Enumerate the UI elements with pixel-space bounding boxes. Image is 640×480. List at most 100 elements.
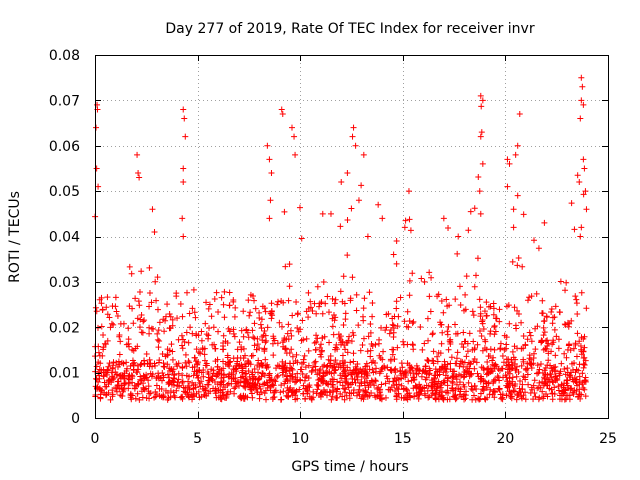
data-point <box>504 378 511 385</box>
data-point <box>349 133 356 140</box>
data-point <box>393 260 400 267</box>
data-point <box>235 378 242 385</box>
data-point <box>410 318 417 325</box>
data-point <box>477 210 484 217</box>
data-point <box>478 376 485 383</box>
data-point <box>348 338 355 345</box>
data-point <box>580 191 587 198</box>
data-point <box>434 358 441 365</box>
data-point <box>261 305 268 312</box>
data-point <box>192 314 199 321</box>
data-point <box>149 206 156 213</box>
data-point <box>477 375 484 382</box>
data-point <box>187 324 194 331</box>
data-point <box>123 341 130 348</box>
data-point <box>549 396 556 403</box>
data-point <box>260 370 267 377</box>
data-point <box>583 206 590 213</box>
data-point <box>439 392 446 399</box>
data-point <box>319 310 326 317</box>
data-point <box>152 278 159 285</box>
data-point <box>491 323 498 330</box>
data-point <box>465 379 472 386</box>
data-point <box>457 386 464 393</box>
data-point <box>486 303 493 310</box>
data-point <box>407 370 414 377</box>
data-point <box>99 307 106 314</box>
data-point <box>264 142 271 149</box>
x-tick-label: 15 <box>394 431 412 447</box>
data-point <box>220 386 227 393</box>
data-point <box>279 358 286 365</box>
data-point <box>477 328 484 335</box>
data-point <box>580 348 587 355</box>
data-point <box>314 283 321 290</box>
data-point <box>297 326 304 333</box>
data-point <box>262 387 269 394</box>
data-point <box>516 378 523 385</box>
data-point <box>398 360 405 367</box>
data-point <box>372 341 379 348</box>
data-point <box>313 310 320 317</box>
data-point <box>256 309 263 316</box>
data-point <box>214 381 221 388</box>
data-point <box>149 363 156 370</box>
data-point <box>277 389 284 396</box>
data-point <box>331 300 338 307</box>
data-point <box>340 273 347 280</box>
data-point <box>299 317 306 324</box>
data-point <box>367 353 374 360</box>
data-point <box>198 328 205 335</box>
data-point <box>134 390 141 397</box>
data-point <box>106 377 113 384</box>
data-point <box>511 304 518 311</box>
data-point <box>96 296 103 303</box>
data-point <box>267 197 274 204</box>
data-point <box>170 378 177 385</box>
data-point <box>262 362 269 369</box>
data-point <box>368 341 375 348</box>
data-point <box>503 382 510 389</box>
data-point <box>318 348 325 355</box>
data-point <box>246 312 253 319</box>
data-point <box>226 289 233 296</box>
data-point <box>338 339 345 346</box>
data-point <box>400 338 407 345</box>
data-point <box>522 341 529 348</box>
data-point <box>346 333 353 340</box>
data-point <box>411 393 418 400</box>
data-point <box>535 369 542 376</box>
data-point <box>397 294 404 301</box>
data-point <box>106 314 113 321</box>
data-point <box>136 324 143 331</box>
data-point <box>95 378 102 385</box>
data-point <box>371 382 378 389</box>
data-point <box>221 314 228 321</box>
data-point <box>519 386 526 393</box>
data-point <box>375 384 382 391</box>
data-point <box>380 348 387 355</box>
data-point <box>199 346 206 353</box>
data-point <box>231 390 238 397</box>
data-point <box>274 372 281 379</box>
data-point <box>542 338 549 345</box>
data-point <box>105 381 112 388</box>
data-point <box>439 329 446 336</box>
data-point <box>318 341 325 348</box>
data-point <box>137 361 144 368</box>
data-point <box>578 97 585 104</box>
data-point <box>171 392 178 399</box>
data-point <box>471 356 478 363</box>
data-point <box>557 278 564 285</box>
data-point <box>344 169 351 176</box>
data-point <box>462 392 469 399</box>
data-point <box>270 335 277 342</box>
data-point <box>522 365 529 372</box>
data-point <box>203 331 210 338</box>
data-point <box>342 373 349 380</box>
data-point <box>220 377 227 384</box>
data-point <box>278 323 285 330</box>
data-point <box>364 233 371 240</box>
data-point <box>225 373 232 380</box>
data-point <box>327 210 334 217</box>
